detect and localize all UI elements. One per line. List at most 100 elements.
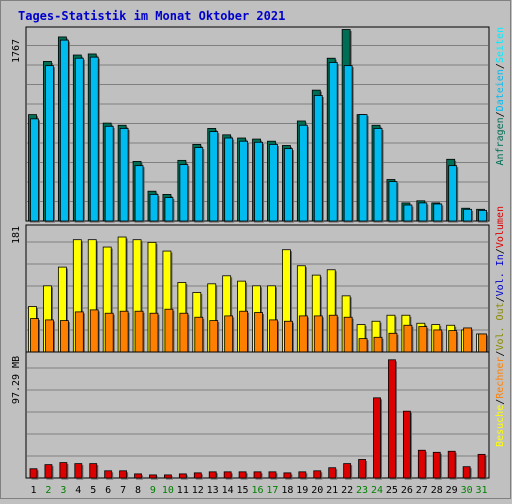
bar-dateien [388, 181, 398, 222]
bar-rechner [134, 310, 144, 353]
bar-dateien [74, 57, 84, 222]
bar-dateien [104, 125, 114, 222]
ytick-visits: 181 [11, 226, 22, 244]
bar-volumen [119, 470, 128, 479]
bar-rechner [239, 310, 248, 353]
legend-requests-item: Seiten [495, 27, 506, 63]
xtick-day: 8 [135, 485, 141, 496]
bar-rechner [448, 330, 458, 353]
xtick-day: 29 [446, 485, 458, 496]
xtick-day: 16 [251, 485, 263, 496]
legend-requests: Anfragen/Dateien/Seiten [495, 27, 506, 166]
bar-rechner [74, 311, 84, 353]
bar-dateien [343, 65, 353, 222]
bar-volumen [44, 464, 53, 479]
bar-dateien [224, 137, 234, 222]
bar-rechner [373, 336, 383, 353]
bar-rechner [478, 333, 487, 353]
bar-volumen [313, 470, 322, 479]
xtick-day: 21 [326, 485, 338, 496]
ytick-volume: 97.29 MB [11, 356, 22, 404]
bar-dateien [433, 203, 443, 222]
bar-volumen [447, 450, 456, 479]
bar-dateien [59, 39, 69, 222]
bar-volumen [268, 471, 277, 479]
xtick-day: 31 [476, 485, 488, 496]
bar-dateien [313, 95, 323, 222]
legend-traffic-item: Vol. In [495, 254, 506, 296]
bar-volumen [343, 463, 352, 479]
bar-rechner [313, 315, 323, 353]
xtick-day: 5 [90, 485, 96, 496]
xtick-day: 3 [60, 485, 66, 496]
bar-volumen [89, 463, 98, 479]
bar-volumen [164, 474, 172, 479]
xtick-day: 13 [207, 485, 219, 496]
bar-rechner [284, 320, 293, 353]
bar-volumen [29, 468, 38, 479]
xtick-day: 25 [386, 485, 398, 496]
xtick-day: 2 [45, 485, 51, 496]
bar-volumen [358, 459, 366, 479]
legend-traffic-item: / [495, 248, 506, 254]
xtick-day: 1 [30, 485, 36, 496]
bar-dateien [239, 140, 248, 222]
bar-rechner [358, 338, 368, 353]
xtick-day: 4 [75, 485, 81, 496]
xtick-day: 7 [120, 485, 126, 496]
bar-dateien [358, 114, 368, 222]
bar-dateien [448, 165, 458, 222]
bar-volumen [74, 463, 83, 479]
bar-volumen [193, 472, 202, 479]
xtick-day: 23 [356, 485, 368, 496]
bar-rechner [59, 320, 69, 353]
xtick-day: 26 [401, 485, 413, 496]
bar-rechner [463, 327, 473, 353]
bar-volumen [178, 473, 187, 479]
bar-rechner [254, 312, 263, 353]
bar-volumen [298, 471, 307, 479]
bar-dateien [373, 128, 383, 222]
legend-traffic-item: Rechner [495, 357, 506, 399]
legend-traffic-item: / [495, 296, 506, 302]
bar-volumen [373, 397, 381, 479]
bar-rechner [269, 319, 278, 353]
bar-volumen [134, 473, 142, 479]
bar-rechner [194, 316, 204, 353]
bar-rechner [388, 332, 398, 353]
bar-dateien [149, 194, 159, 222]
bar-volumen [328, 467, 337, 479]
xtick-day: 14 [222, 485, 234, 496]
bar-dateien [284, 148, 293, 222]
ytick-requests: 1767 [11, 39, 22, 63]
legend-requests-item: / [495, 111, 506, 117]
bar-rechner [89, 309, 99, 353]
bar-rechner [224, 315, 234, 353]
bar-dateien [463, 208, 473, 222]
bar-dateien [119, 128, 129, 222]
bar-dateien [298, 124, 308, 222]
bar-volumen [104, 470, 113, 479]
bar-dateien [30, 118, 39, 222]
bar-dateien [45, 65, 54, 222]
bar-volumen [238, 471, 247, 479]
bar-dateien [179, 164, 189, 222]
bar-rechner [164, 308, 174, 353]
xtick-day: 20 [311, 485, 323, 496]
bar-dateien [328, 62, 338, 222]
bar-dateien [164, 197, 174, 222]
bar-rechner [403, 324, 413, 353]
bar-rechner [209, 320, 219, 353]
xtick-day: 17 [266, 485, 278, 496]
bar-dateien [254, 141, 263, 222]
legend-traffic-item: Vol. Out [495, 302, 506, 350]
xtick-day: 11 [177, 485, 189, 496]
bar-volumen [208, 471, 217, 479]
legend-traffic-item: / [495, 399, 506, 405]
xtick-day: 10 [162, 485, 174, 496]
bar-rechner [104, 312, 114, 353]
bar-rechner [418, 326, 428, 353]
bar-dateien [403, 204, 413, 222]
